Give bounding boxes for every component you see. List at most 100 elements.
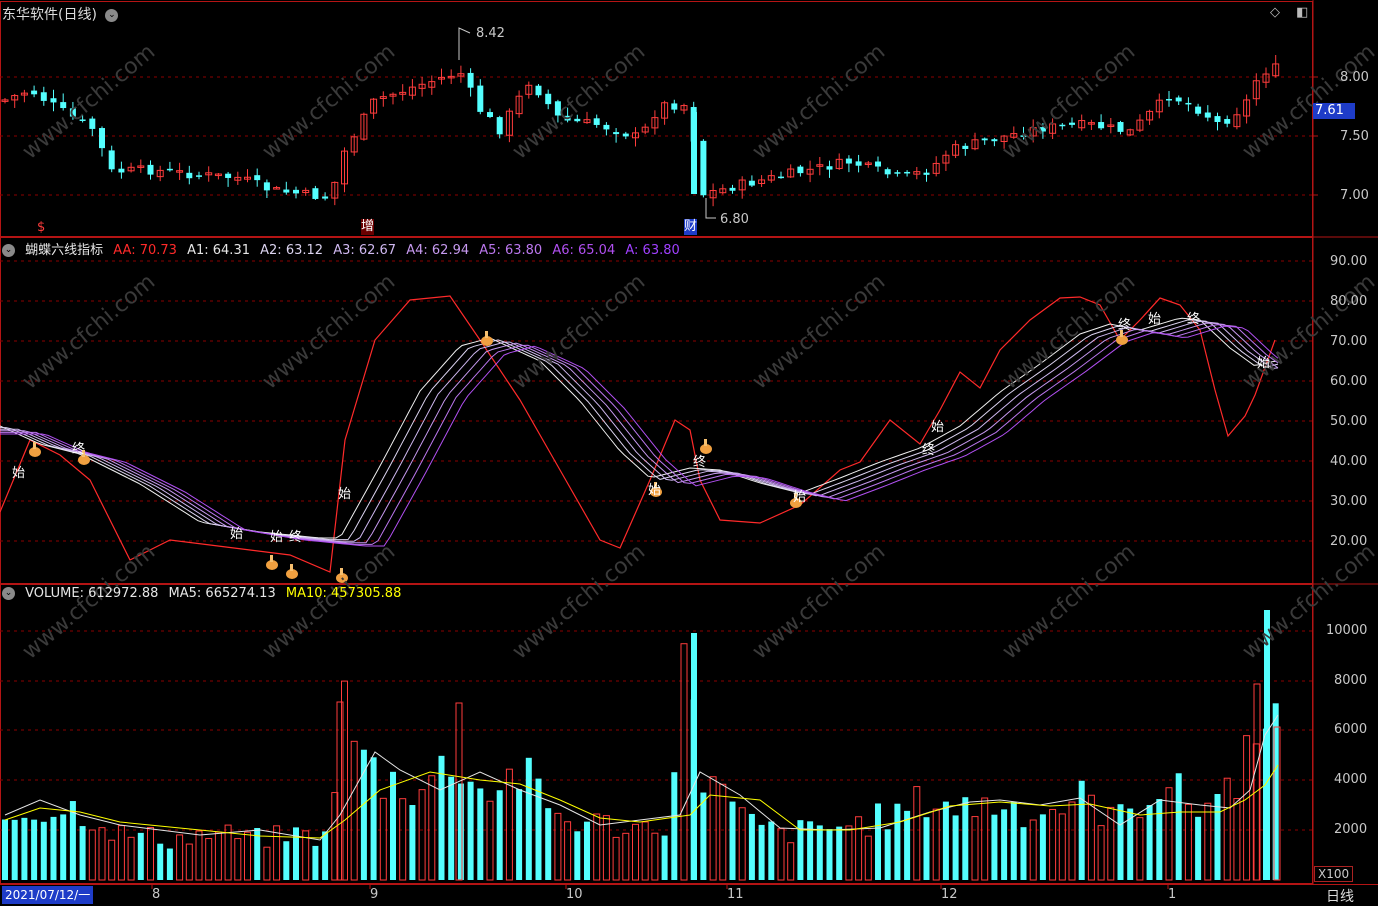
volume-bar-up (602, 815, 610, 881)
vol-ma5: MA5: 665274.13 (168, 586, 276, 601)
watermark-text: www.cfchi.com (748, 39, 890, 164)
ind-a: A: 63.80 (625, 243, 680, 258)
volume-multiplier: X100 (1314, 866, 1354, 882)
volume-bar-up (214, 831, 222, 881)
panel-toggle-icon[interactable]: ◧ (1296, 5, 1309, 20)
volume-bar-up (185, 843, 193, 881)
candle-body-down (196, 175, 202, 177)
month-8: 8 (152, 887, 161, 902)
volume-bar-down (671, 772, 678, 880)
chevron-down-icon[interactable]: ⌄ (105, 8, 119, 22)
volume-bar-down (1264, 610, 1270, 880)
watermarks: www.cfchi.com www.cfchi.com www.cfchi.com w… (18, 39, 1378, 664)
volume-bar-down (496, 790, 503, 880)
high-pointer (458, 27, 471, 60)
candle-body-down (894, 172, 901, 174)
volume-bar-up (554, 812, 562, 881)
candle-body-up (244, 176, 251, 180)
watermark-text: www.cfchi.com (1238, 39, 1378, 164)
candle-body-down (477, 85, 484, 112)
candle-body-down (923, 172, 930, 175)
volume-bar-down (661, 835, 668, 880)
ind-tick-30: 30.00 (1330, 494, 1368, 509)
candle-body-up (738, 179, 746, 191)
volume-bar-down (283, 841, 290, 880)
indicator-header: ⌄ 蝴蝶六线指标 AA: 70.73 A1: 64.31 A2: 63.12 A… (2, 239, 686, 258)
candle-body-up (515, 95, 523, 115)
diamond-icon[interactable]: ◇ (1270, 5, 1280, 20)
volume-bar-down (40, 821, 47, 880)
volume-ma10-line (4, 764, 1279, 839)
candle-body-down (108, 150, 115, 170)
candle-body-up (913, 171, 921, 175)
volume-bar-down (1001, 809, 1008, 880)
volume-bar-up (1223, 777, 1231, 881)
candle-body-up (379, 96, 387, 99)
candle-body-down (875, 161, 881, 167)
candle-body-up (758, 179, 766, 185)
volume-bar-up (244, 831, 251, 881)
candle-body-up (137, 165, 145, 168)
signal-start-9: 始 (1257, 356, 1271, 371)
volume-bar-down (137, 832, 144, 880)
volume-bar-down (952, 815, 959, 880)
hand-signal-icon (1116, 330, 1128, 345)
volume-bar-up (1165, 787, 1173, 881)
volume-bar-up (108, 839, 116, 881)
volume-bar-up (205, 838, 213, 881)
volume-bar-down (31, 819, 38, 880)
volume-bar-down (826, 829, 833, 880)
volume-bar-down (535, 778, 542, 880)
candle-body-up (341, 150, 348, 185)
chevron-down-icon[interactable]: ⌄ (2, 244, 15, 257)
hand-signal-icon (78, 450, 90, 465)
candle-body-up (1272, 63, 1280, 77)
candle-body-up (709, 190, 717, 199)
candle-body-down (778, 176, 784, 179)
period-selector[interactable]: 日线 (1326, 889, 1354, 905)
signal-end-2: 终 (289, 530, 303, 545)
volume-bar-down (525, 757, 532, 880)
watermark-text: www.cfchi.com (18, 539, 160, 664)
volume-bar-up (1058, 813, 1066, 881)
ind-a3: A3: 62.67 (333, 243, 397, 258)
signal-end-6: 终 (1187, 312, 1201, 327)
volume-bar-up (932, 808, 940, 881)
volume-bar-down (1195, 816, 1202, 880)
candle-body-down (603, 124, 610, 130)
hand-icon-finger (82, 450, 85, 457)
chevron-down-icon[interactable]: ⌄ (2, 587, 15, 600)
volume-bar-down (1127, 808, 1134, 880)
candle-body-up (1252, 80, 1260, 100)
signal-end-5: 终 (1118, 318, 1132, 333)
candle-body-up (370, 98, 378, 114)
indicator-line-a3 (0, 320, 1279, 542)
candle-body-down (283, 189, 290, 193)
panel-frame (0, 1, 1313, 237)
candle-body-down (1098, 122, 1105, 129)
volume-bar-up (195, 830, 203, 881)
volume-bar-down (477, 788, 484, 880)
candle-body-down (118, 168, 125, 173)
candle-body-up (952, 144, 960, 156)
hand-signal-icon (29, 442, 41, 457)
candle-body-down (1117, 122, 1124, 132)
indicator-lines (0, 295, 1279, 573)
volume-bar-down (807, 821, 814, 880)
candle-body-down (467, 72, 474, 88)
volume-bar-up (302, 830, 310, 881)
signal-start-7: 始 (931, 420, 945, 435)
volume-bar-down (1175, 773, 1182, 880)
volume-bar-down (962, 797, 969, 880)
candle-body-down (322, 196, 329, 199)
candle-body-up (331, 181, 339, 199)
volume-bar-up (641, 821, 649, 881)
signal-start-1: 始 (12, 466, 26, 481)
volume-bar-up (341, 680, 348, 881)
candle-body-up (389, 93, 397, 97)
vol-ma10: MA10: 457305.88 (285, 586, 402, 601)
volume-bar-down (69, 801, 76, 880)
panel-toolbar: ◇ ◧ (1270, 5, 1308, 20)
hand-icon-finger (290, 564, 293, 571)
